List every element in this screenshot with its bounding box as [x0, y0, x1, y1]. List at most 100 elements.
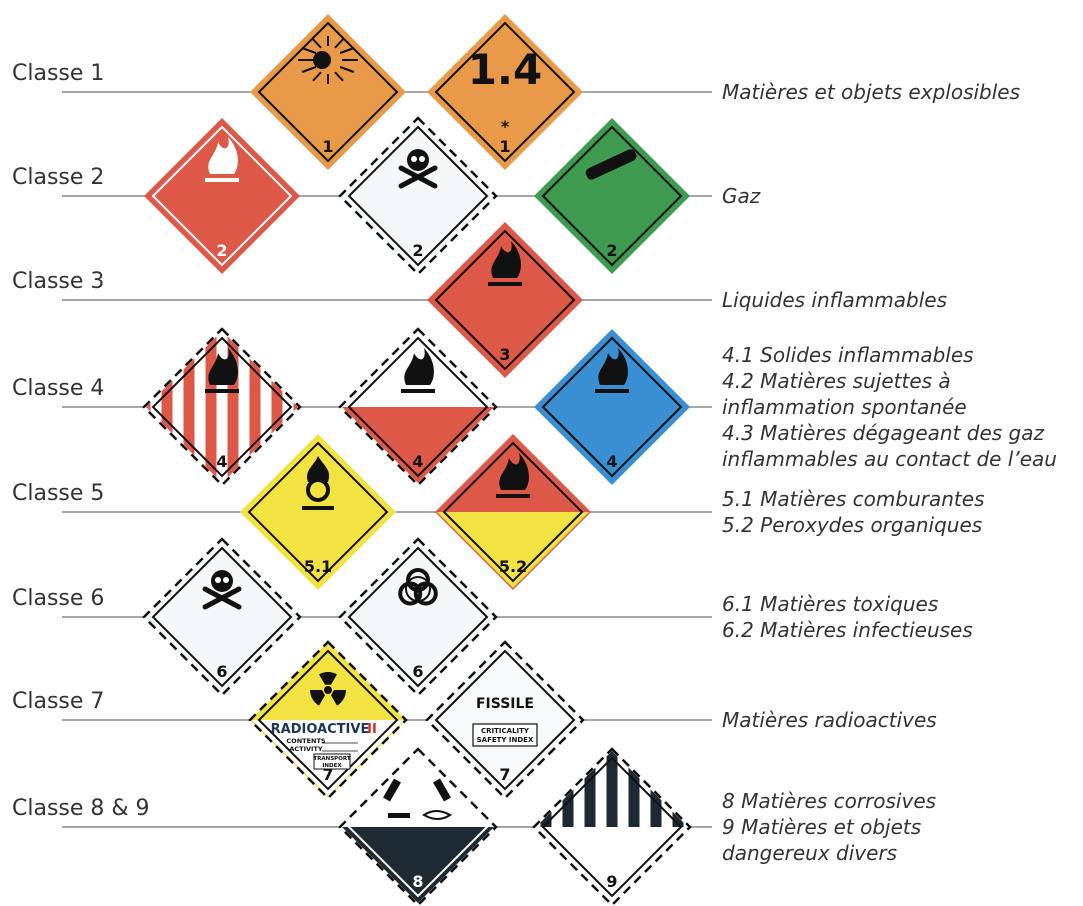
radioactive-field: ACTIVITY: [289, 745, 323, 753]
placard: 5.2: [435, 434, 591, 590]
placard-number: 7: [499, 765, 510, 784]
placard-border: [434, 229, 576, 371]
placard-lower-half: [342, 827, 494, 903]
skull: [407, 149, 429, 171]
placard-body: [144, 118, 300, 274]
class-description: Gaz: [722, 184, 761, 208]
class-description: 9 Matières et objets: [722, 815, 921, 839]
blast-ray: [312, 71, 322, 82]
class-label: Classe 8 & 9: [12, 796, 150, 821]
class-description: Liquides inflammables: [722, 288, 947, 312]
fissile-heading: FISSILE: [476, 696, 534, 712]
placard-number: 1: [499, 137, 510, 156]
csi-label: SAFETY INDEX: [477, 736, 534, 744]
stripe: [227, 331, 239, 483]
index-label: TRANSPORT: [313, 756, 351, 762]
placard: 8: [338, 747, 498, 906]
trefoil-blade: [331, 690, 346, 706]
placard-border: [247, 441, 389, 583]
placard: 3: [427, 222, 583, 378]
division-heading: 1.4: [468, 45, 542, 94]
placard-number: 2: [216, 241, 227, 260]
radioactive-heading: RADIOACTIVE: [271, 722, 370, 737]
skull: [211, 570, 233, 592]
class-label: Classe 1: [12, 61, 104, 86]
placard-border: [151, 125, 293, 267]
placard-border: [434, 21, 576, 163]
flame-icon: [598, 348, 628, 385]
placard-border: [151, 336, 293, 478]
blast-ray: [301, 47, 317, 54]
stripe: [271, 331, 283, 483]
flame-icon: [404, 348, 434, 385]
index-box: [313, 753, 351, 770]
placard-number: 9: [606, 872, 617, 891]
corrosive-tube: [383, 778, 401, 802]
flame-base: [595, 389, 629, 393]
placard: 2: [534, 118, 690, 274]
class-description: inflammation spontanée: [722, 395, 967, 419]
flame-base: [302, 506, 334, 510]
class-description: 4.2 Matières sujettes à: [722, 369, 951, 393]
placard: 1: [250, 14, 406, 170]
index-label: INDEX: [322, 763, 342, 769]
biohazard-lobe: [398, 581, 423, 606]
placard-body: [338, 537, 498, 697]
radioactive-field: CONTENTS: [286, 737, 325, 745]
class-label: Classe 7: [12, 689, 104, 714]
flame-base: [205, 178, 239, 182]
placard: 4: [534, 329, 690, 485]
placard: 5.1: [240, 434, 396, 590]
placard-body: [142, 537, 302, 697]
class-description: dangereux divers: [722, 841, 897, 865]
class-description: inflammables au contact de l’eau: [722, 447, 1057, 471]
placard-border: [541, 125, 683, 267]
crossbone: [398, 165, 438, 189]
class-label: Classe 6: [12, 586, 104, 611]
stripe: [183, 331, 195, 483]
placard-border: [541, 756, 683, 898]
placard-number: 4: [216, 452, 227, 471]
placard: 1.4 *1: [427, 14, 583, 170]
class-description: Matières et objets explosibles: [722, 80, 1020, 104]
blast-ray: [334, 71, 344, 82]
skull-eye: [215, 577, 221, 583]
placard-lower-half: [437, 512, 589, 588]
placard-border: [434, 649, 576, 791]
csi-box: [472, 723, 538, 747]
placard-number: 3: [499, 345, 510, 364]
placard: 2: [144, 118, 300, 274]
placard: 6: [338, 537, 498, 697]
class-description: 4.3 Matières dégageant des gaz: [722, 421, 1044, 445]
trefoil-blade: [319, 671, 337, 685]
stripe: [146, 331, 151, 483]
placard-number: 7: [322, 765, 333, 784]
placard-number: 6: [412, 662, 423, 681]
placard-border: [347, 125, 489, 267]
blast-ray: [312, 38, 322, 49]
skull-eye: [419, 156, 425, 162]
placard-number: 5.1: [304, 557, 332, 576]
placard: 4: [142, 327, 302, 487]
placard-border: [347, 336, 489, 478]
placard-border: [151, 546, 293, 688]
blast-ray: [301, 66, 317, 73]
trefoil-blade: [310, 690, 325, 706]
placard-body: [427, 14, 583, 170]
class-description: Matières radioactives: [722, 708, 937, 732]
placard-number: 4: [606, 452, 617, 471]
stripe: [161, 331, 173, 483]
placard: 4: [338, 327, 498, 487]
placard-lower-half: [342, 407, 494, 483]
stripe: [562, 751, 574, 827]
class-description: 5.1 Matières comburantes: [722, 487, 985, 511]
placard: 9: [532, 747, 692, 906]
flame-icon: [491, 241, 521, 278]
flame-icon: [499, 453, 529, 490]
compat-mark: *: [501, 117, 510, 136]
stripe: [628, 751, 640, 827]
corroded-hand: [422, 810, 452, 820]
